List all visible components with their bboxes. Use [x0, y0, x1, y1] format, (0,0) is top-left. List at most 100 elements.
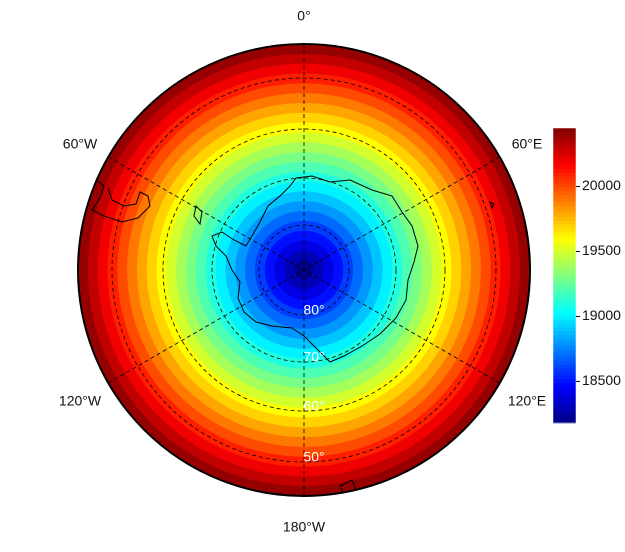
colorbar-slice — [553, 286, 576, 291]
colorbar: 18500 19000 19500 20000 — [552, 127, 621, 424]
colorbar-slice — [553, 408, 576, 413]
colorbar-slice — [553, 172, 576, 177]
parallel — [211, 177, 397, 363]
coastlines — [91, 175, 495, 495]
colorbar-slice — [553, 257, 576, 262]
colorbar-slice — [553, 212, 576, 217]
colorbar-slice — [553, 190, 576, 195]
colorbar-slice — [553, 271, 576, 276]
colorbar-slice — [553, 146, 576, 151]
colorbar-slice — [553, 334, 576, 339]
parallel-label: 70° — [303, 349, 324, 365]
colorbar-slice — [553, 179, 576, 184]
colorbar-slice — [553, 234, 576, 240]
colorbar-slice — [553, 397, 576, 402]
colorbar-slice — [553, 282, 576, 288]
colorbar-slice — [553, 253, 576, 258]
colorbar-slice — [553, 349, 576, 354]
parallel — [111, 77, 497, 463]
parallel-label: 80° — [303, 302, 324, 318]
colorbar-slice — [553, 364, 576, 369]
colorbar-slice — [553, 264, 576, 269]
colorbar-slice — [553, 216, 576, 221]
colorbar-slice — [553, 415, 576, 420]
parallel — [258, 224, 350, 316]
colorbar-tick-label: 18500 — [582, 372, 621, 388]
antarctica-coast — [211, 175, 419, 363]
colorbar-slice — [553, 297, 576, 302]
meridian-label: 120°E — [508, 393, 546, 409]
colorbar-slice — [553, 231, 576, 236]
colorbar-slice — [553, 316, 576, 321]
south-america-coast — [91, 179, 151, 223]
colorbar-slice — [553, 386, 576, 391]
colorbar-slice — [553, 290, 576, 295]
colorbar-slice — [553, 404, 576, 409]
colorbar-slice — [553, 168, 576, 173]
colorbar-slice — [553, 275, 576, 280]
colorbar-slice — [553, 341, 576, 347]
colorbar-slice — [553, 411, 576, 417]
colorbar-slice — [553, 205, 576, 210]
colorbar-slice — [553, 356, 576, 361]
colorbar-slice — [553, 393, 576, 398]
parallel-label: 60° — [303, 398, 324, 414]
colorbar-slice — [553, 293, 576, 299]
colorbar-slice — [553, 301, 576, 306]
colorbar-tick-label: 20000 — [582, 177, 621, 193]
colorbar-slice — [553, 194, 576, 199]
colorbar-slice — [553, 378, 576, 383]
colorbar-slice — [553, 352, 576, 358]
colorbar-slice — [553, 268, 576, 273]
colorbar-slice — [553, 135, 576, 140]
colorbar-slice — [553, 246, 576, 251]
colorbar-slice — [553, 389, 576, 394]
colorbar-slice — [553, 308, 576, 313]
map-border — [77, 43, 531, 497]
colorbar-slice — [553, 330, 576, 335]
colorbar-slice — [553, 371, 576, 376]
colorbar-slice — [553, 183, 576, 188]
colorbar-slice — [553, 279, 576, 284]
colorbar-slice — [553, 223, 576, 229]
meridian-label: 60°W — [63, 136, 98, 152]
colorbar-slice — [553, 157, 576, 162]
colorbar-slice — [553, 249, 576, 254]
colorbar-slice — [553, 323, 576, 328]
colorbar-slice — [553, 319, 576, 324]
colorbar-slice — [553, 201, 576, 206]
colorbar-slice — [553, 187, 576, 192]
colorbar-slice — [553, 238, 576, 243]
colorbar-slice — [553, 153, 576, 158]
colorbar-slice — [553, 164, 576, 170]
colorbar-slice — [553, 305, 576, 310]
colorbar-slice — [553, 312, 576, 317]
colorbar-slice — [553, 128, 576, 133]
colorbar-slice — [553, 161, 576, 166]
meridian-label: 180°W — [283, 519, 326, 535]
colorbar-slice — [553, 139, 576, 144]
colorbar-slice — [553, 360, 576, 365]
meridian-label: 60°E — [512, 136, 543, 152]
colorbar-slice — [553, 175, 576, 181]
colorbar-slice — [553, 345, 576, 350]
graticule — [108, 44, 500, 496]
labels: 80° 70° 60° 50° 0° 60°E 120°E 180°W 120°W 60°W — [59, 8, 546, 535]
colorbar-slice — [553, 327, 576, 332]
colorbar-slice — [553, 367, 576, 372]
colorbar-slice — [553, 142, 576, 147]
colorbar-slice — [553, 338, 576, 343]
parallel-label: 50° — [303, 449, 324, 465]
meridian-label: 0° — [297, 8, 310, 24]
colorbar-slice — [553, 375, 576, 380]
meridian — [108, 156, 500, 384]
colorbar-slice — [553, 131, 576, 136]
colorbar-slice — [553, 209, 576, 214]
colorbar-slice — [553, 227, 576, 232]
colorbar-frame — [552, 127, 577, 424]
colorbar-slice — [553, 400, 576, 406]
colorbar-tick-label: 19500 — [582, 242, 621, 258]
colorbar-slice — [553, 198, 576, 203]
